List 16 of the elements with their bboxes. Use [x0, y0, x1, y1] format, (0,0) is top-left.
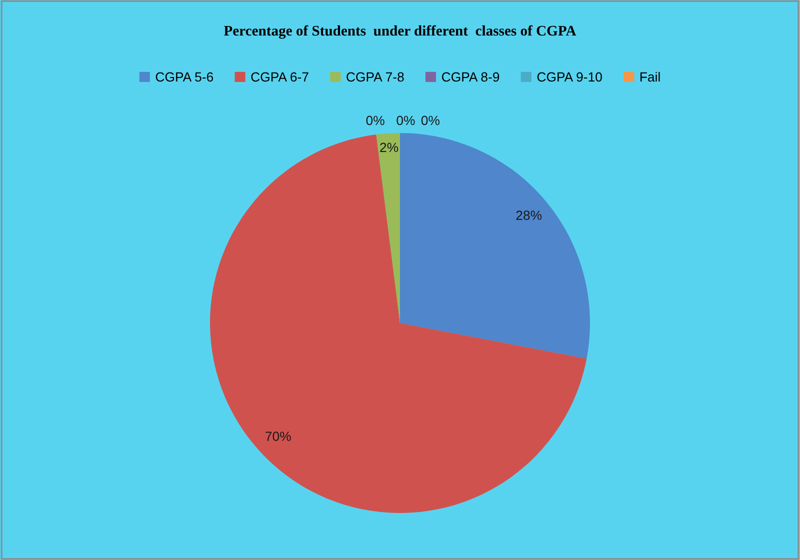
legend-label: CGPA 6-7	[251, 72, 308, 82]
data-label: 70%	[266, 432, 291, 441]
legend-label: CGPA 9-10	[537, 72, 602, 82]
text: 0%	[421, 116, 440, 126]
pie-slice	[210, 134, 587, 513]
text: 0%	[396, 116, 415, 126]
data-label: 28%	[516, 210, 542, 220]
legend-label: CGPA 5-6	[156, 72, 214, 82]
legend-label: CGPA 7-8	[346, 72, 404, 82]
chart-title: Percentage of Students under different classes of CGPA	[224, 25, 576, 39]
legend-label: Fail	[640, 72, 660, 82]
data-label: 2%	[380, 142, 398, 152]
pie-slice	[376, 133, 400, 323]
pie-slice	[400, 133, 590, 359]
legend-label: CGPA 8-9	[442, 72, 500, 82]
text: 0%	[366, 116, 384, 126]
